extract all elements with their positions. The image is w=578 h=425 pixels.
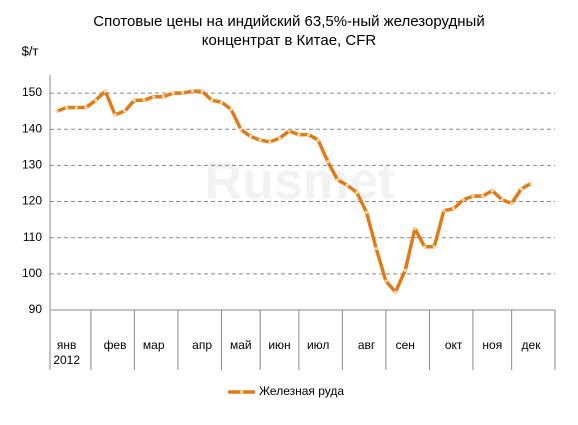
x-tick-label: ноя [482, 338, 503, 352]
y-tick-label: 110 [23, 230, 42, 244]
data-point [181, 91, 185, 95]
data-point [481, 194, 485, 198]
data-point [84, 105, 88, 110]
data-point [74, 105, 78, 110]
data-point [65, 105, 69, 110]
data-point [55, 109, 59, 113]
data-point [94, 98, 98, 102]
data-point [248, 134, 253, 139]
data-point [190, 89, 195, 93]
x-tick-label: апр [192, 338, 213, 352]
x-tick-label: янв 2012 [53, 338, 81, 367]
data-point [452, 207, 456, 211]
data-point [422, 245, 427, 249]
y-tick-label: 130 [22, 158, 42, 172]
y-axis-label: $/т [22, 43, 39, 58]
data-line [56, 89, 532, 294]
data-point [277, 136, 282, 140]
data-point [142, 98, 146, 102]
chart-title: Спотовые цены на индийский 63,5%-ный жел… [93, 13, 485, 49]
legend-label: Железная руда [259, 384, 344, 398]
data-point [471, 194, 475, 198]
data-point [461, 198, 465, 202]
data-point [529, 181, 533, 186]
x-tick-label: дек [521, 338, 541, 352]
data-point [490, 189, 494, 193]
data-point [210, 98, 214, 102]
data-point [297, 133, 301, 137]
x-tick-label: сен [395, 338, 415, 352]
data-point [258, 138, 262, 142]
data-point [403, 268, 407, 272]
data-point [103, 89, 107, 93]
data-point [219, 100, 224, 104]
data-point [519, 187, 523, 191]
x-tick-label: июл [306, 338, 330, 352]
watermark: Rusmet [205, 153, 396, 211]
y-tick-label: 90 [29, 302, 43, 316]
x-tick-label: авг [357, 338, 376, 352]
data-point [268, 140, 272, 144]
data-point [239, 127, 243, 131]
x-tick-label: июн [268, 338, 291, 352]
data-point [335, 178, 340, 182]
data-point [364, 210, 369, 214]
data-point [113, 113, 117, 117]
data-point [200, 89, 204, 93]
x-tick-label: мар [142, 338, 165, 352]
data-point [326, 160, 330, 164]
x-tick-label: фев [103, 338, 127, 352]
legend-marker [239, 390, 244, 394]
data-point [152, 95, 156, 99]
data-point [287, 129, 291, 133]
data-point [374, 246, 378, 251]
y-tick-label: 140 [22, 121, 42, 135]
data-point [316, 138, 320, 142]
data-point [413, 227, 417, 231]
data-point [306, 133, 311, 137]
data-point [442, 208, 446, 213]
data-point [500, 198, 504, 202]
data-point [132, 98, 136, 102]
y-tick-label: 150 [22, 85, 42, 99]
data-point [432, 245, 436, 249]
data-point [345, 183, 349, 187]
data-point [355, 190, 359, 195]
x-tick-label: май [229, 338, 252, 352]
data-point [393, 290, 398, 294]
data-point [510, 201, 514, 205]
data-point [161, 95, 166, 99]
y-tick-label: 120 [22, 194, 42, 208]
data-point [384, 279, 388, 283]
data-point [123, 109, 127, 113]
y-tick-label: 100 [22, 266, 42, 280]
x-tick-label: окт [444, 338, 463, 352]
data-point [229, 107, 233, 111]
data-point [171, 91, 175, 95]
